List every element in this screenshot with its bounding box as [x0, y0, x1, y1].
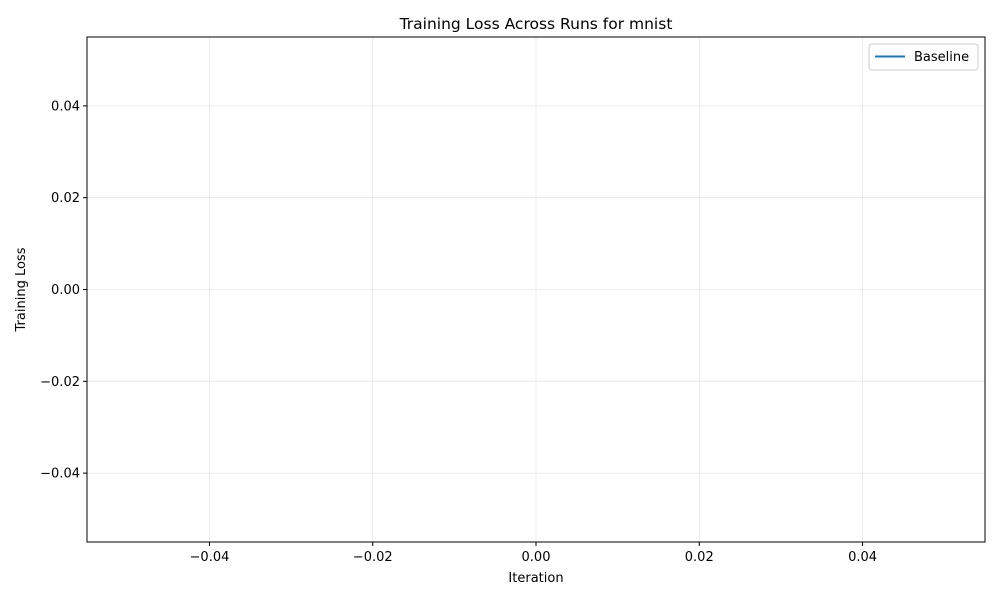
y-axis-ticks: −0.04 −0.02 0.00 0.02 0.04	[40, 99, 87, 482]
legend-box	[868, 43, 979, 71]
x-axis-label: Iteration	[508, 571, 563, 586]
x-tick-label: 0.02	[685, 550, 714, 565]
legend: Baseline	[868, 43, 979, 71]
x-tick-label: 0.04	[848, 550, 877, 565]
y-tick-label: −0.02	[40, 375, 80, 390]
y-tick-label: 0.02	[51, 191, 80, 206]
x-tick-label: 0.00	[522, 550, 551, 565]
y-tick-label: 0.00	[51, 283, 80, 298]
y-tick-label: −0.04	[40, 467, 80, 482]
grid	[87, 37, 985, 542]
y-tick-label: 0.04	[51, 99, 80, 114]
chart-title: Training Loss Across Runs for mnist	[399, 15, 673, 33]
x-axis-ticks: −0.04 −0.02 0.00 0.02 0.04	[190, 542, 877, 565]
y-axis-label: Training Loss	[14, 247, 29, 332]
legend-label-baseline: Baseline	[914, 50, 969, 65]
x-tick-label: −0.04	[190, 550, 230, 565]
x-tick-label: −0.02	[353, 550, 393, 565]
